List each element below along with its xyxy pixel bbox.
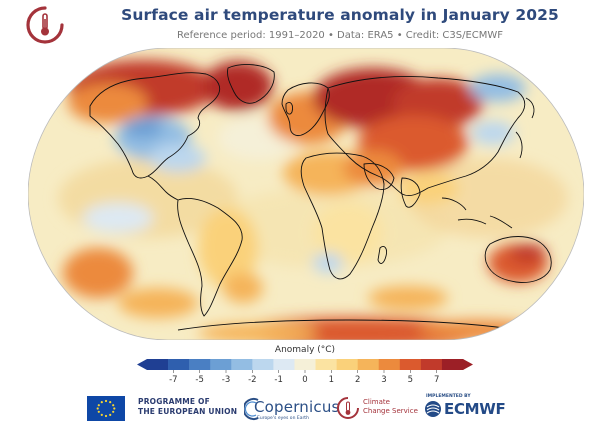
colorbar-segment (147, 359, 169, 370)
copernicus-logo: Copernicus Europe's eyes on Earth (244, 394, 339, 424)
colorbar-segment (273, 359, 295, 370)
colorbar-segment (210, 359, 232, 370)
colorbar-segment (399, 359, 422, 370)
colorbar-tick-label: -3 (222, 375, 230, 385)
eu-flag-icon (87, 396, 125, 421)
anomaly-field (58, 60, 568, 340)
world-anomaly-map (28, 48, 584, 340)
colorbar-segment (336, 359, 358, 370)
c3s-small-logo (337, 397, 359, 419)
globe-outline (28, 48, 584, 340)
colorbar-segment (420, 359, 443, 370)
c3s-text: Climate Change Service (363, 398, 418, 415)
colorbar-arrow-left (137, 359, 147, 370)
page-title: Surface air temperature anomaly in Janua… (121, 6, 559, 24)
colorbar-tick-label: -1 (274, 375, 282, 385)
copernicus-c-icon (244, 398, 259, 420)
implemented-by-label: IMPLEMENTED BY (426, 394, 471, 399)
colorbar-segment (441, 359, 464, 370)
colorbar-tick-label: 1 (329, 375, 334, 385)
eu-programme-text: PROGRAMME OF THE EUROPEAN UNION (138, 397, 238, 416)
page-subtitle: Reference period: 1991–2020 • Data: ERA5… (176, 30, 504, 41)
colorbar-tick-label: 2 (355, 375, 360, 385)
ecmwf-logo-icon (425, 401, 441, 417)
colorbar-tick-label: -2 (248, 375, 256, 385)
colorbar-segment (294, 359, 316, 370)
colorbar-tick-label: 5 (408, 375, 413, 385)
colorbar-tick-label: 0 (302, 375, 307, 385)
c3s-thermometer-logo (26, 6, 64, 44)
colorbar-tick-label: -7 (169, 375, 177, 385)
colorbar-segment (378, 359, 401, 370)
anomaly-colorbar: -7 -5 -3 -2 -1 0 1 2 3 5 7 (137, 359, 473, 385)
colorbar-segment (189, 359, 211, 370)
colorbar-tick-label: -5 (195, 375, 203, 385)
legend-title: Anomaly (°C) (274, 345, 336, 355)
footer-logos: PROGRAMME OF THE EUROPEAN UNION Copernic… (0, 392, 610, 424)
coastlines (89, 64, 570, 331)
colorbar-tick-label: 3 (381, 375, 386, 385)
colorbar-segment (315, 359, 337, 370)
ecmwf-logo-text: ECMWF (444, 400, 506, 418)
colorbar-segment (252, 359, 274, 370)
colorbar-arrow-right (463, 359, 473, 370)
colorbar-segment (357, 359, 380, 370)
colorbar-segment (168, 359, 190, 370)
colorbar-tick-label: 7 (434, 375, 439, 385)
colorbar-segment (231, 359, 253, 370)
